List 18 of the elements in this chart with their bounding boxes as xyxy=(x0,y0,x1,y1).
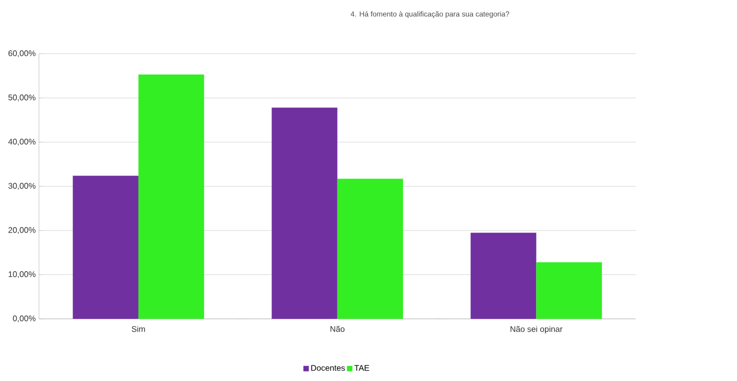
legend-label: Docentes xyxy=(311,365,345,371)
bar xyxy=(337,178,403,319)
bar xyxy=(470,232,536,319)
bar xyxy=(72,176,138,319)
y-tick-label: 10,00% xyxy=(8,271,36,278)
x-tick-label: Não xyxy=(330,326,344,332)
y-tick-label: 60,00% xyxy=(8,50,36,58)
x-tick-label: Sim xyxy=(132,326,145,332)
legend-label: TAE xyxy=(354,365,370,371)
y-tick-label: 50,00% xyxy=(8,94,36,102)
y-tick-label: 20,00% xyxy=(8,227,36,234)
y-tick-label: 30,00% xyxy=(8,183,36,190)
y-tick-label: 40,00% xyxy=(8,138,36,146)
bar xyxy=(272,108,338,319)
y-tick-label: 0,00% xyxy=(12,316,36,322)
bar xyxy=(138,74,204,319)
x-tick-label: Não sei opinar xyxy=(510,326,562,334)
bar xyxy=(536,262,602,319)
